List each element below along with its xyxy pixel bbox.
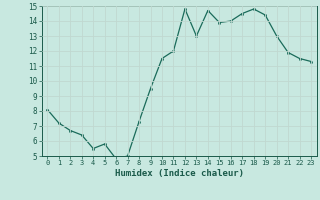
X-axis label: Humidex (Indice chaleur): Humidex (Indice chaleur) (115, 169, 244, 178)
